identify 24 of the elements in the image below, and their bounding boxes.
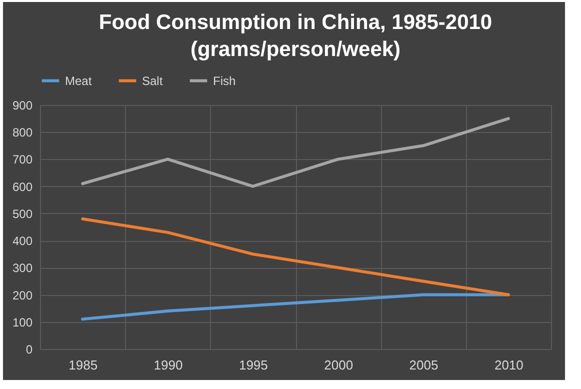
x-tick-label: 1995 xyxy=(238,358,268,372)
line-series xyxy=(81,217,510,296)
y-tick-label: 800 xyxy=(12,126,33,140)
legend-label: Salt xyxy=(142,74,164,88)
x-tick-label: 2005 xyxy=(409,358,438,372)
y-tick-label: 100 xyxy=(12,315,33,330)
legend-label: Meat xyxy=(65,74,92,88)
y-tick-label: 400 xyxy=(12,234,33,248)
chart-subtitle: (grams/person/week) xyxy=(190,38,401,61)
y-tick-label: 700 xyxy=(12,152,33,167)
y-tick-label: 500 xyxy=(12,206,33,221)
y-tick-label: 900 xyxy=(12,98,33,112)
legend-label: Fish xyxy=(213,74,236,88)
x-tick-label: 1990 xyxy=(154,358,183,372)
y-tick-label: 300 xyxy=(12,261,33,276)
chart-title: Food Consumption in China, 1985-2010 xyxy=(98,11,492,34)
x-tick-label: 2010 xyxy=(494,358,524,372)
y-tick-label: 0 xyxy=(26,342,33,356)
line-series xyxy=(81,117,510,188)
y-tick-label: 200 xyxy=(12,288,33,302)
x-tick-label: 2000 xyxy=(324,358,354,372)
line-series xyxy=(81,293,510,321)
y-tick-label: 600 xyxy=(12,180,33,194)
x-tick-label: 1985 xyxy=(68,358,98,372)
